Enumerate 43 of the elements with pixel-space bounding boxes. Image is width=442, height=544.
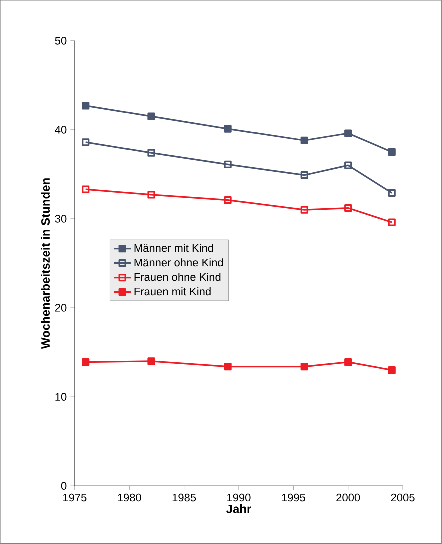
x-tick-label: 1980 [118, 494, 142, 502]
y-tick-label: 20 [55, 304, 67, 312]
x-tick-label: 2000 [336, 494, 360, 502]
point [344, 204, 352, 212]
x-tick-label: 2005 [391, 494, 415, 502]
point [388, 366, 396, 374]
point [344, 130, 352, 138]
point [388, 189, 396, 197]
y-tick-label: 0 [61, 482, 67, 490]
point [388, 148, 396, 156]
point [344, 162, 352, 170]
point [388, 218, 396, 226]
point [82, 102, 90, 110]
point [300, 362, 308, 371]
legend-label: Frauen ohne Kind [134, 273, 221, 282]
point [300, 206, 308, 214]
y-tick-label: 30 [55, 215, 67, 223]
point [82, 138, 90, 146]
point [300, 136, 308, 144]
point [300, 172, 308, 180]
y-axis-title: Wochenarbeitszeit in Stunden [41, 178, 50, 350]
legend-label: Frauen mit Kind [134, 288, 211, 296]
point [224, 362, 232, 371]
point [148, 149, 156, 157]
point [224, 125, 232, 133]
y-tick-label: 10 [56, 393, 67, 401]
x-tick-label: 1975 [64, 494, 87, 502]
x-tick-label: 1985 [172, 494, 196, 502]
point [224, 160, 232, 168]
point [82, 358, 90, 366]
x-tick-label: 1990 [228, 494, 251, 502]
x-tick-label: 1995 [282, 494, 306, 502]
legend-label: Männer ohne Kind [134, 258, 224, 267]
point [344, 358, 352, 366]
legend-label: Männer mit Kind [134, 244, 214, 252]
point [148, 191, 156, 199]
y-tick-label: 40 [55, 126, 67, 134]
x-axis-title: Jahr [226, 504, 252, 514]
point [148, 112, 156, 120]
point [82, 186, 90, 194]
point [224, 196, 232, 204]
y-tick-label: 50 [55, 37, 67, 45]
point [148, 358, 156, 366]
